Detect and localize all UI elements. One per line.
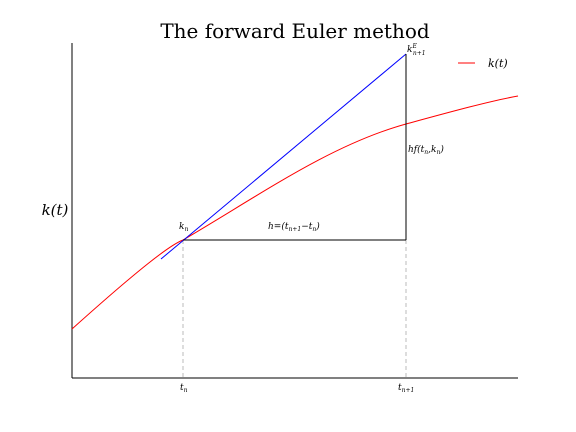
label-step-h: h=(tn+1−tn) [268, 221, 320, 233]
solution-curve [71, 95, 519, 330]
tangent-line [160, 53, 407, 260]
legend-label: k(t) [488, 57, 508, 70]
figure-title: The forward Euler method [160, 19, 430, 43]
tick-label-tn1: tn+1 [398, 383, 414, 394]
label-kn: kn [179, 222, 188, 233]
tick-label-tn: tn [180, 383, 188, 394]
label-rise: hf(tn,kn) [408, 144, 444, 156]
y-axis-label: k(t) [42, 201, 69, 219]
label-kn1-euler: kE n+1 [407, 43, 426, 57]
legend: k(t) [458, 57, 508, 70]
